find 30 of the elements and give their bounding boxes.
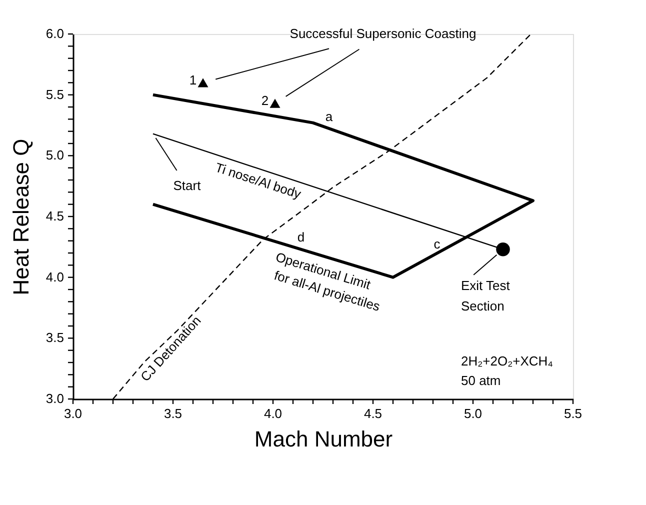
annotation: 50 atm: [461, 372, 501, 388]
y-axis-title: Heat Release Q: [8, 138, 34, 296]
annotation: d: [297, 229, 305, 244]
annotation: Successful Supersonic Coasting: [290, 26, 476, 41]
x-tick-label: 5.5: [564, 406, 582, 421]
y-tick-label: 5.0: [46, 148, 64, 163]
y-tick-label: 3.0: [46, 391, 64, 406]
annotation: 2: [261, 92, 269, 108]
y-tick-label: 4.0: [46, 269, 64, 284]
point: [198, 78, 208, 88]
x-tick-label: 5.0: [464, 406, 482, 421]
annotation: 2H₂+2O₂+XCH₄: [461, 353, 553, 368]
x-axis-title: Mach Number: [254, 426, 393, 452]
x-tick-label: 4.0: [264, 406, 282, 421]
x-tick-label: 4.5: [364, 406, 382, 421]
y-tick-label: 5.5: [46, 86, 64, 102]
point: [496, 242, 510, 256]
annotation: Start: [173, 178, 202, 194]
annotation: Exit Test: [461, 278, 510, 293]
annotation: Ti nose/Al body: [213, 160, 304, 202]
x-tick-label: 3.0: [64, 406, 82, 421]
annotation: Section: [461, 298, 504, 314]
x-tick-label: 3.5: [164, 406, 182, 421]
y-tick-label: 3.5: [46, 330, 64, 346]
annotation: c: [434, 236, 441, 252]
point: [270, 98, 280, 108]
y-tick-label: 6.0: [46, 26, 64, 41]
y-tick-label: 4.5: [46, 208, 64, 224]
annotation: a: [325, 108, 334, 124]
annotation: 1: [189, 72, 197, 88]
